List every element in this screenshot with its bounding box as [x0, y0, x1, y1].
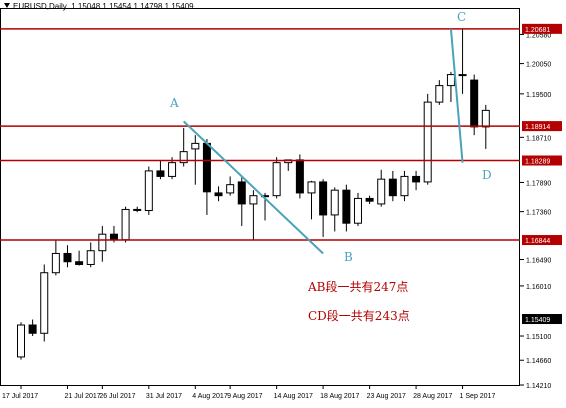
x-tick-label: 4 Aug 2017: [192, 393, 228, 400]
y-tick-label: 1.17890: [526, 180, 551, 187]
x-tick-label: 17 Jul 2017: [2, 393, 38, 400]
x-tick-label: 26 Jul 2017: [99, 393, 135, 400]
y-tick-label: 1.14210: [526, 383, 551, 390]
x-tick-label: 9 Aug 2017: [227, 393, 263, 400]
y-tick-label: 1.17360: [526, 210, 551, 217]
candle-body: [423, 101, 432, 183]
y-tick-label: 1.14660: [526, 358, 551, 365]
candle-body: [377, 178, 386, 205]
candle-body: [295, 159, 304, 194]
point-label-d: D: [482, 168, 492, 182]
candle-body: [191, 142, 200, 150]
level-price-label: 1.18914: [525, 124, 550, 131]
x-tick-label: 1 Sep 2017: [460, 393, 496, 400]
x-tick-label: 23 Aug 2017: [367, 393, 406, 400]
candle-body: [179, 151, 188, 164]
candle-body: [51, 252, 60, 274]
candle-body: [330, 189, 339, 216]
candle-body: [168, 162, 177, 177]
ohlc-values: 1.15048 1.15454 1.14798 1.15409: [71, 2, 194, 11]
candle-body: [156, 170, 165, 177]
candle-body: [63, 252, 72, 263]
candle-body: [109, 233, 118, 241]
candle-body: [133, 208, 142, 211]
candle-body: [40, 272, 49, 334]
x-tick-label: 18 Aug 2017: [320, 393, 359, 400]
candle-body: [388, 178, 397, 197]
y-tick-label: 1.15100: [526, 334, 551, 341]
candle-body: [319, 181, 328, 216]
y-tick-label: 1.18710: [526, 135, 551, 142]
candle-body: [446, 74, 455, 87]
x-tick-label: 31 Jul 2017: [146, 393, 182, 400]
annotation-cd: CD段一共有243点: [308, 309, 410, 323]
trend-line-ab: [182, 120, 324, 255]
chart-header: EURUSD,Daily 1.15048 1.15454 1.14798 1.1…: [4, 2, 194, 11]
plot-frame: [0, 8, 520, 386]
candle-body: [75, 261, 84, 265]
level-price-label: 1.18289: [525, 159, 550, 166]
y-tick-label: 1.20580: [526, 32, 551, 39]
candle-body: [121, 208, 130, 241]
level-price-label: 1.20681: [525, 27, 550, 34]
candle-body: [226, 184, 235, 194]
y-tick-label: 1.20050: [526, 62, 551, 69]
candle-body: [400, 175, 409, 197]
candle-body: [353, 197, 362, 224]
x-tick-label: 28 Aug 2017: [413, 393, 452, 400]
candle-body: [214, 192, 223, 197]
candle-body: [28, 324, 37, 334]
point-label-c: C: [457, 10, 467, 24]
candle-body: [202, 142, 211, 193]
point-label-a: A: [170, 96, 179, 110]
x-tick-label: 14 Aug 2017: [274, 393, 313, 400]
candle-body: [307, 181, 316, 194]
symbol-label: EURUSD,Daily: [13, 2, 67, 11]
y-tick-label: 1.16490: [526, 258, 551, 265]
candle-body: [272, 162, 281, 197]
candle-body: [365, 197, 374, 202]
candle-body: [470, 79, 479, 128]
y-tick-label: 1.16010: [526, 284, 551, 291]
point-label-b: B: [344, 250, 353, 264]
y-tick-label: 1.19500: [526, 92, 551, 99]
dropdown-triangle-icon[interactable]: [4, 3, 10, 8]
candle-body: [412, 175, 421, 183]
candle-body: [435, 85, 444, 103]
candle-body: [17, 324, 25, 358]
last-price-box: [522, 314, 562, 325]
level-price-label: 1.16844: [525, 238, 550, 245]
candle-body: [342, 189, 351, 224]
trend-line-cd: [449, 28, 464, 163]
annotation-ab: AB段一共有247点: [308, 280, 409, 294]
level-price-box: [522, 121, 562, 132]
candle-body: [86, 250, 95, 265]
candle-body: [98, 233, 107, 252]
candle-body: [249, 195, 258, 205]
candle-body: [237, 181, 246, 205]
candle-body: [458, 74, 467, 77]
candle-body: [144, 170, 153, 212]
level-price-box: [522, 23, 562, 34]
level-price-box: [522, 235, 562, 246]
x-tick-label: 21 Jul 2017: [64, 393, 100, 400]
level-price-box: [522, 155, 562, 166]
last-price-label: 1.15409: [525, 317, 550, 324]
candle-body: [481, 109, 490, 128]
